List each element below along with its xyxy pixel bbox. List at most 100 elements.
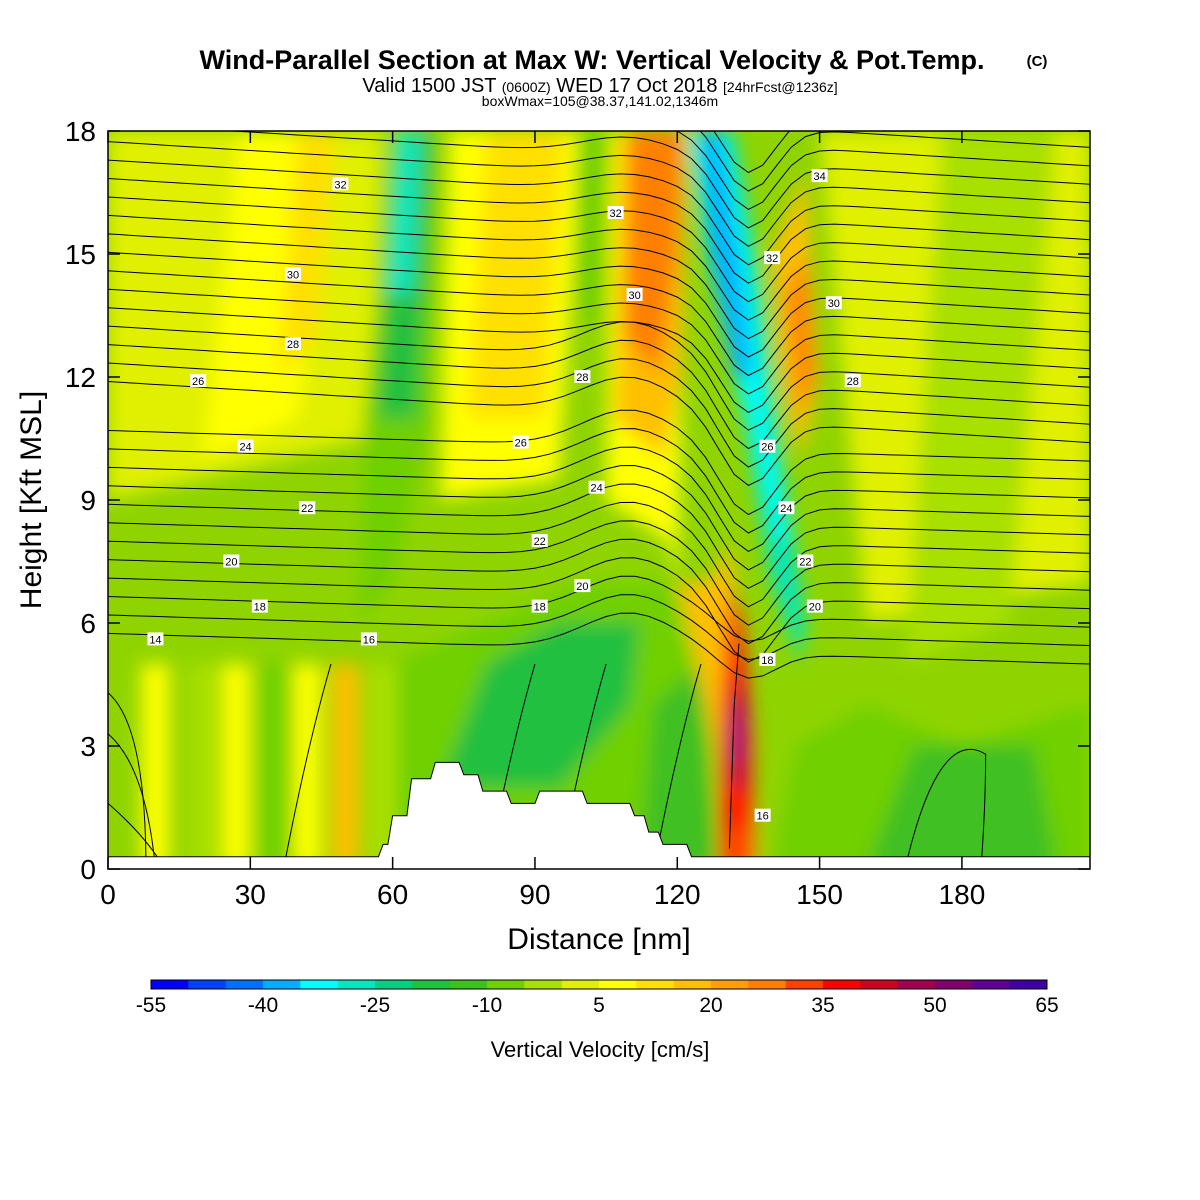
theta-contour-line bbox=[225, 131, 1090, 229]
contour-label: 32 bbox=[766, 253, 778, 265]
theta-contour-line bbox=[108, 612, 1090, 679]
contour-label-box bbox=[806, 599, 823, 613]
contour-label-box bbox=[360, 632, 377, 646]
field-band bbox=[387, 131, 422, 295]
contour-label-box bbox=[190, 374, 207, 388]
contour-label-box bbox=[531, 534, 548, 547]
subtitle-date: WED 17 Oct 2018 bbox=[556, 75, 717, 97]
theta-contour-line bbox=[108, 358, 1090, 468]
colorbar-tick-label: -10 bbox=[472, 994, 502, 1017]
theta-contour-line bbox=[108, 575, 1090, 642]
contour-label-box bbox=[811, 169, 828, 183]
theta-contours bbox=[108, 131, 1090, 869]
contour-label: 26 bbox=[515, 438, 527, 450]
field-band bbox=[278, 131, 336, 377]
field-band bbox=[440, 623, 640, 787]
x-tick-label: 30 bbox=[235, 879, 266, 910]
field-band bbox=[368, 664, 398, 869]
contour-label-box bbox=[759, 439, 776, 453]
contour-label-box bbox=[574, 370, 591, 383]
subtitle-utc-time: (0600Z) bbox=[502, 79, 551, 95]
contour-label: 20 bbox=[809, 602, 821, 614]
y-tick-label: 9 bbox=[80, 485, 96, 516]
contour-label-box bbox=[332, 177, 349, 191]
theta-contour-line bbox=[108, 733, 156, 869]
colorbar-swatch bbox=[711, 980, 749, 989]
chart-subtitle-2: boxWmax=105@38.37,141.02,1346m bbox=[482, 93, 718, 109]
contour-label-box bbox=[299, 501, 316, 515]
vertical-velocity-field bbox=[108, 131, 1090, 869]
contour-label: 30 bbox=[628, 290, 640, 302]
contour-label-box bbox=[759, 652, 776, 666]
contour-label: 22 bbox=[534, 536, 546, 548]
x-tick-label: 90 bbox=[519, 879, 550, 910]
colorbar-swatch bbox=[300, 980, 339, 989]
theta-contour-line bbox=[904, 749, 987, 869]
y-axis-title: Height [Kft MSL] bbox=[15, 391, 48, 609]
theta-contour-line bbox=[283, 663, 332, 869]
colorbar-swatch bbox=[487, 980, 525, 989]
contour-label: 16 bbox=[363, 634, 375, 646]
colorbar-title: Vertical Velocity [cm/s] bbox=[491, 1037, 710, 1062]
colorbar-swatch bbox=[225, 980, 264, 989]
theta-contour-line bbox=[108, 557, 1090, 663]
theta-contour-line bbox=[108, 141, 1090, 247]
contour-label: 24 bbox=[780, 503, 792, 515]
theta-contour-line bbox=[699, 131, 1090, 192]
y-tick-label: 3 bbox=[80, 731, 96, 762]
contour-label: 30 bbox=[828, 298, 840, 310]
colorbar-tick-label: 65 bbox=[1035, 994, 1058, 1017]
contour-label: 20 bbox=[225, 557, 237, 569]
colorbar-swatch bbox=[1009, 980, 1048, 989]
y-axis: 0 3 6 9 12 15 18 bbox=[65, 116, 1090, 885]
colorbar-swatch bbox=[972, 980, 1011, 989]
field-band bbox=[867, 746, 1057, 869]
colorbar-tick-label: 50 bbox=[923, 994, 946, 1017]
contour-label-box bbox=[754, 808, 771, 822]
colorbar-tick-label: -40 bbox=[248, 994, 278, 1017]
colorbar-swatch bbox=[785, 980, 824, 989]
theta-contour-line bbox=[108, 251, 1090, 358]
contour-label: 22 bbox=[301, 503, 313, 515]
y-tick-label: 12 bbox=[65, 362, 96, 393]
copyright-mark: (C) bbox=[1027, 53, 1048, 70]
contour-label-box bbox=[607, 206, 624, 219]
contour-label-box bbox=[825, 296, 842, 310]
field-band bbox=[701, 131, 754, 377]
contour-label-box bbox=[251, 599, 268, 613]
field-band bbox=[293, 664, 322, 869]
contour-label: 28 bbox=[847, 376, 859, 388]
theta-contour-line bbox=[108, 233, 1090, 340]
field-band bbox=[625, 131, 682, 377]
field-band bbox=[221, 664, 251, 869]
contour-label-box bbox=[531, 599, 548, 613]
x-axis-title: Distance [nm] bbox=[507, 923, 690, 956]
contour-label: 16 bbox=[757, 811, 769, 823]
theta-contour-line bbox=[108, 520, 1090, 626]
plot-area: 14 16 16 18 18 18 20 20 20 22 22 22 24 24 24 26 26 26 28 28… bbox=[108, 131, 1090, 869]
colorbar-swatch bbox=[748, 980, 787, 989]
contour-label: 28 bbox=[287, 339, 299, 351]
contour-label-box bbox=[764, 251, 781, 265]
contour-label: 24 bbox=[239, 442, 251, 454]
contour-label: 30 bbox=[287, 270, 299, 282]
contour-label: 14 bbox=[149, 634, 161, 646]
colorbar-swatch bbox=[263, 980, 301, 989]
colorbar-swatch bbox=[673, 980, 712, 989]
theta-contour-labels: 14 16 16 18 18 18 20 20 20 22 22 22 24 24 24 26 26 26 28 28… bbox=[147, 169, 861, 823]
theta-contour-line bbox=[108, 501, 1090, 608]
y-tick-label: 6 bbox=[80, 608, 96, 639]
theta-contour-line bbox=[108, 178, 1090, 284]
contour-label-box bbox=[574, 579, 591, 593]
contour-label-box bbox=[778, 501, 795, 515]
colorbar-tick-label: 5 bbox=[593, 994, 605, 1017]
colorbar-swatch bbox=[823, 980, 861, 989]
field-band bbox=[572, 131, 607, 336]
theta-contour-line bbox=[108, 270, 1090, 377]
field-band bbox=[259, 664, 289, 869]
field-band bbox=[639, 664, 716, 869]
theta-contour-line bbox=[108, 446, 1090, 552]
colorbar-tick-label: 20 bbox=[699, 994, 722, 1017]
colorbar-swatch bbox=[449, 980, 488, 989]
